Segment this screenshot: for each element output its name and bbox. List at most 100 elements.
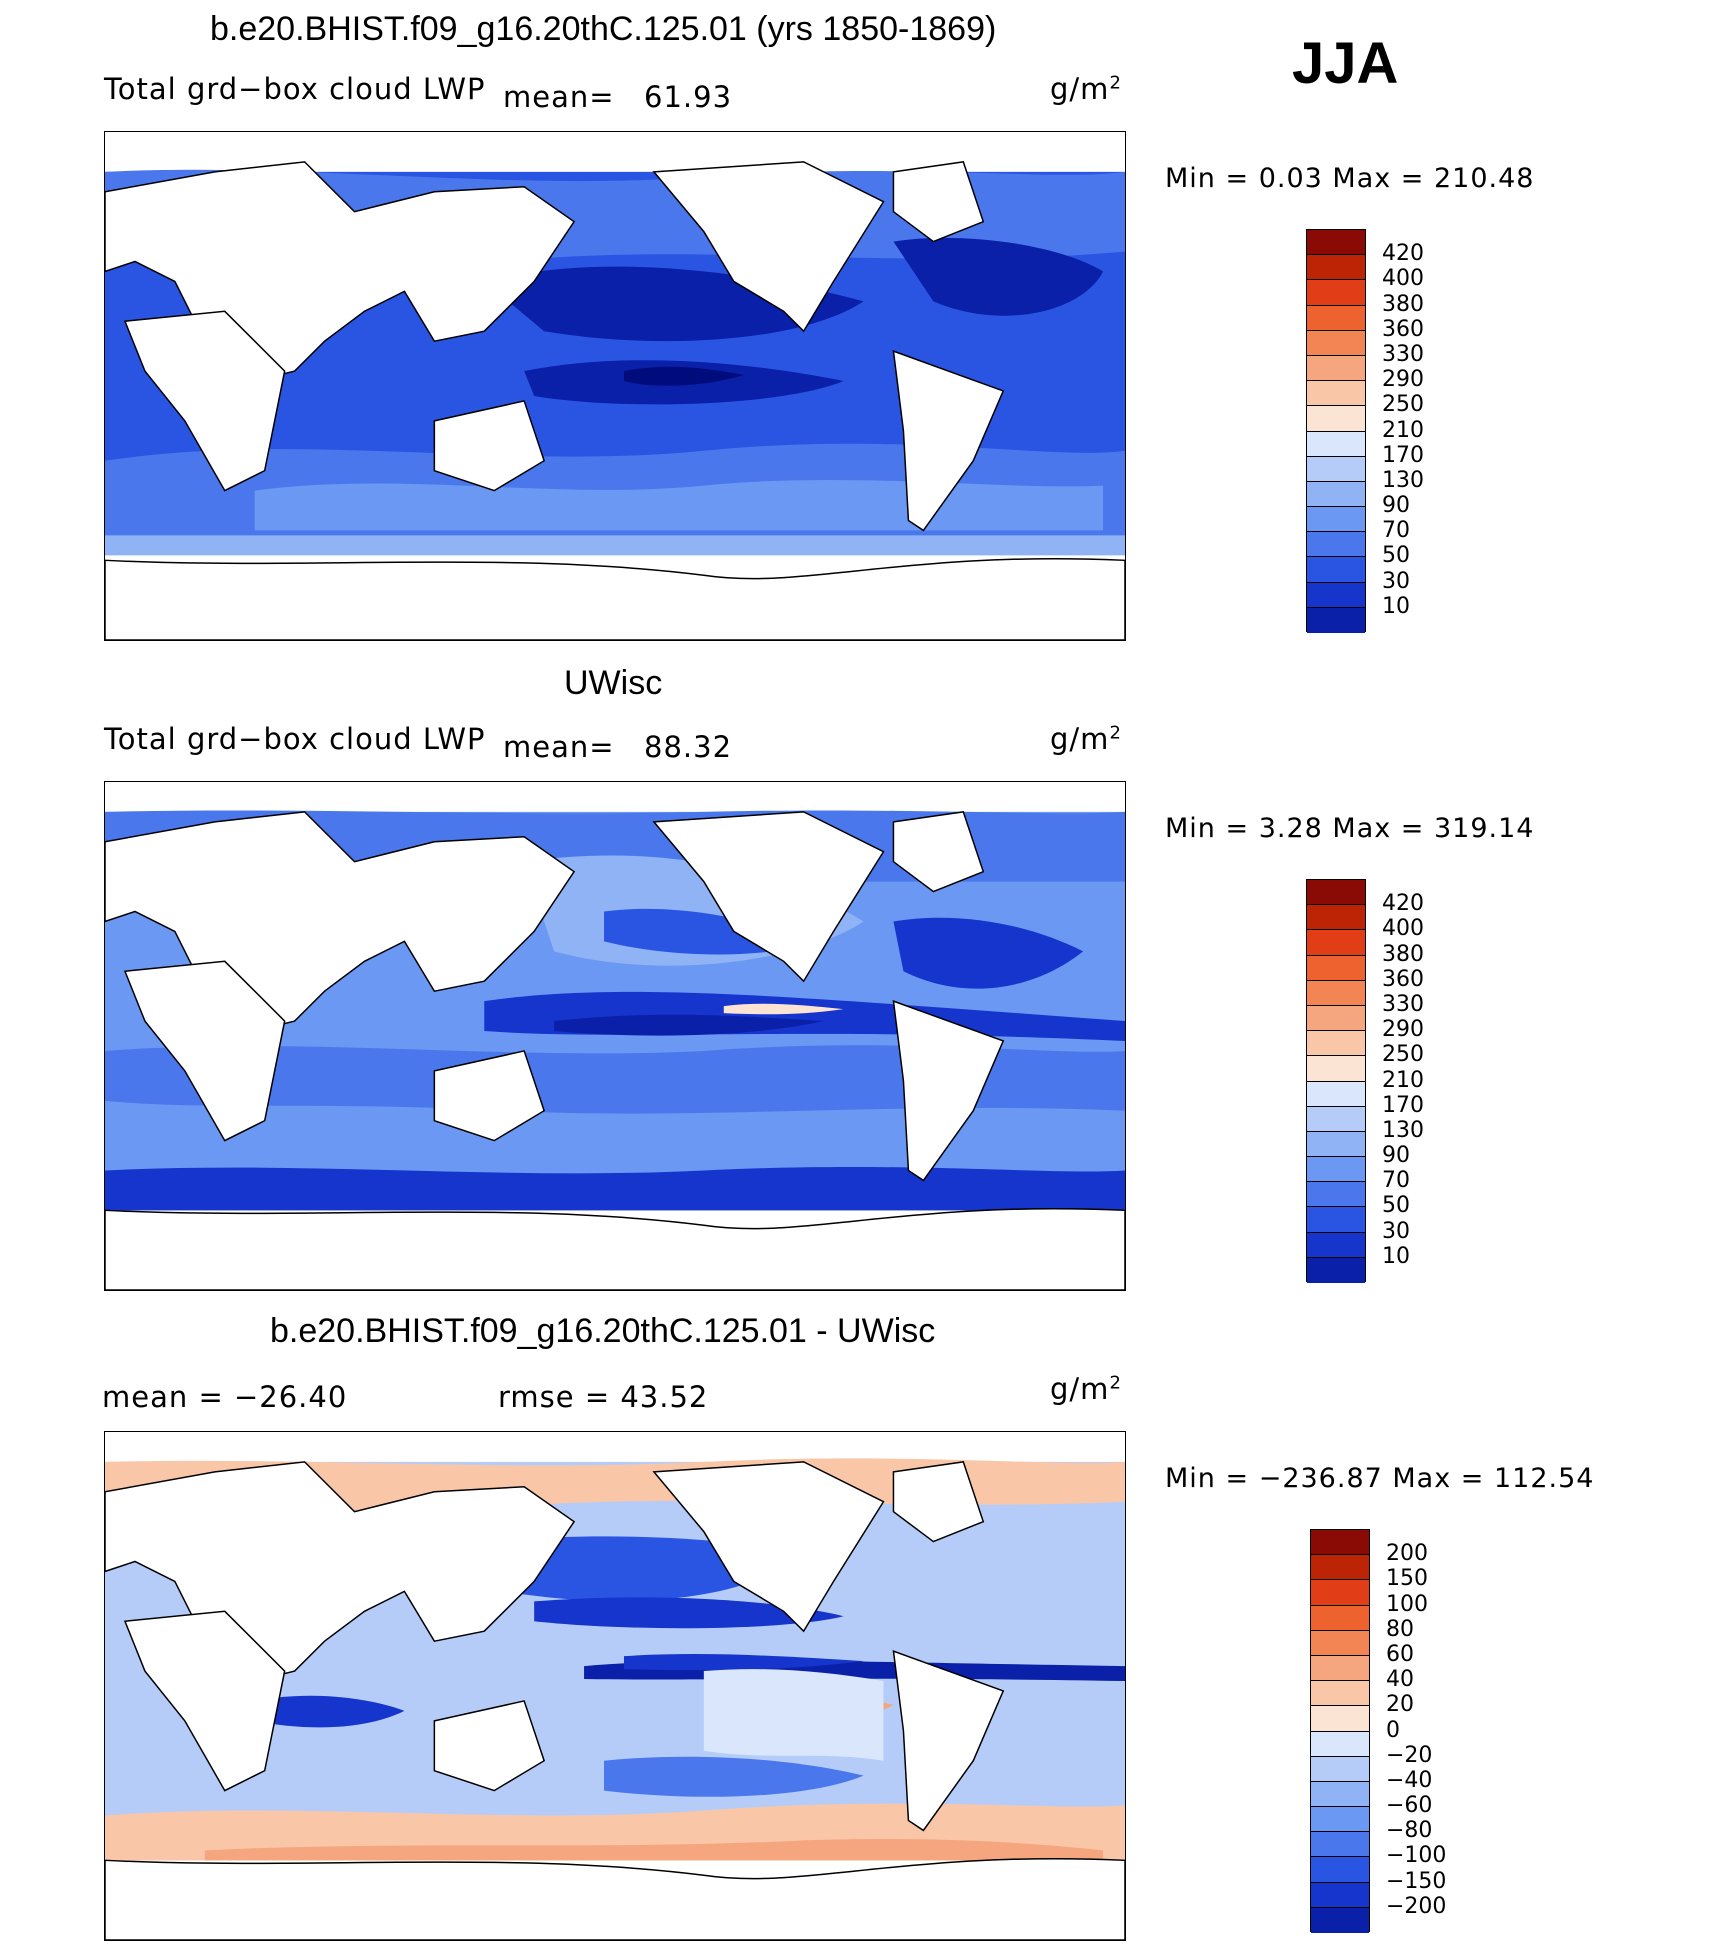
panel3-colorbar-tick: 40 xyxy=(1386,1667,1414,1693)
panel1-colorbar-tick: 290 xyxy=(1382,367,1424,393)
panel1-colorbar-tick: 420 xyxy=(1382,241,1424,267)
panel3-colorbar-tick: −200 xyxy=(1386,1893,1447,1919)
panel2-colorbar-tick: 330 xyxy=(1382,991,1424,1017)
panel2-colorbar-tick: 90 xyxy=(1382,1143,1410,1169)
panel2-colorbar-bin xyxy=(1307,1182,1365,1208)
panel2-colorbar-bin xyxy=(1307,930,1365,956)
panel2-colorbar-bin xyxy=(1307,1232,1365,1258)
panel1-colorbar-tick: 360 xyxy=(1382,316,1424,342)
panel3-colorbar-tick: −20 xyxy=(1386,1742,1433,1768)
panel1-colorbar-tick: 90 xyxy=(1382,493,1410,519)
panel1-colorbar-bin xyxy=(1307,582,1365,608)
panel2-variable: Total grd−box cloud LWP xyxy=(104,722,486,756)
panel1-colorbar-bin xyxy=(1307,255,1365,281)
panel2-colorbar-tick: 360 xyxy=(1382,966,1424,992)
panel1-minmax: Min = 0.03 Max = 210.48 xyxy=(1165,163,1535,194)
panel1-colorbar-bin xyxy=(1307,456,1365,482)
panel3-colorbar-tick: −150 xyxy=(1386,1868,1447,1894)
panel3-colorbar-bin xyxy=(1311,1907,1369,1933)
panel2-colorbar-bin xyxy=(1307,1031,1365,1057)
panel1-colorbar-tick: 250 xyxy=(1382,392,1424,418)
panel1-colorbar-tick: 400 xyxy=(1382,266,1424,292)
panel3-colorbar-tick: 200 xyxy=(1386,1541,1428,1567)
panel3-map xyxy=(104,1431,1126,1941)
panel2-colorbar-tick: 30 xyxy=(1382,1218,1410,1244)
panel3-minmax: Min = −236.87 Max = 112.54 xyxy=(1165,1463,1595,1494)
panel3-colorbar-bin xyxy=(1311,1706,1369,1732)
panel3-colorbar-bin xyxy=(1311,1756,1369,1782)
panel3-colorbar-tick: 100 xyxy=(1386,1591,1428,1617)
panel3-colorbar-tick: 80 xyxy=(1386,1616,1414,1642)
panel3-colorbar-bin xyxy=(1311,1807,1369,1833)
panel1-map xyxy=(104,131,1126,641)
panel2-colorbar-bin xyxy=(1307,1257,1365,1283)
panel2-units: g/m2 xyxy=(1050,722,1122,756)
panel2-colorbar-bin xyxy=(1307,1056,1365,1082)
panel3-colorbar-bin xyxy=(1311,1882,1369,1908)
season-label: JJA xyxy=(1292,31,1399,96)
panel1-colorbar-tick: 50 xyxy=(1382,543,1410,569)
panel2-colorbar-tick: 380 xyxy=(1382,941,1424,967)
panel3-rmse: rmse = 43.52 xyxy=(498,1380,709,1414)
panel2-colorbar-bin xyxy=(1307,1081,1365,1107)
panel1-variable: Total grd−box cloud LWP xyxy=(104,72,486,106)
panel3-colorbar-bin xyxy=(1311,1530,1369,1556)
panel2-mean-value: 88.32 xyxy=(644,730,733,764)
panel3-title: b.e20.BHIST.f09_g16.20thC.125.01 - UWisc xyxy=(270,1312,936,1350)
panel3-colorbar-tick: 60 xyxy=(1386,1641,1414,1667)
panel2-map xyxy=(104,781,1126,1291)
panel1-colorbar-tick: 380 xyxy=(1382,291,1424,317)
panel3-colorbar-tick: 20 xyxy=(1386,1692,1414,1718)
panel2-colorbar-bin xyxy=(1307,1157,1365,1183)
panel2-colorbar-bin xyxy=(1307,1106,1365,1132)
panel1-mean-label: mean= xyxy=(503,80,615,114)
panel2-colorbar-tick: 210 xyxy=(1382,1067,1424,1093)
panel1-colorbar-bin xyxy=(1307,355,1365,382)
panel1-colorbar-bin xyxy=(1307,532,1365,558)
panel1-colorbar-bin xyxy=(1307,381,1365,407)
panel2-colorbar-tick: 290 xyxy=(1382,1017,1424,1043)
panel1-colorbar-bin xyxy=(1307,230,1365,256)
panel2-colorbar-tick: 400 xyxy=(1382,916,1424,942)
panel2-colorbar-tick: 130 xyxy=(1382,1117,1424,1143)
panel2-colorbar-bin xyxy=(1307,880,1365,906)
panel3-colorbar-bin xyxy=(1311,1781,1369,1808)
panel3-colorbar-tick: −80 xyxy=(1386,1818,1433,1844)
panel3-colorbar-bin xyxy=(1311,1655,1369,1682)
panel1-colorbar-tick: 130 xyxy=(1382,467,1424,493)
panel1-colorbar-tick: 10 xyxy=(1382,593,1410,619)
panel1-colorbar-bin xyxy=(1307,431,1365,457)
panel1-colorbar-bin xyxy=(1307,607,1365,633)
panel3-colorbar-tick: −100 xyxy=(1386,1843,1447,1869)
panel3-colorbar-bin xyxy=(1311,1832,1369,1858)
panel3-colorbar-bin xyxy=(1311,1555,1369,1581)
panel1-colorbar-tick: 30 xyxy=(1382,568,1410,594)
panel2-minmax: Min = 3.28 Max = 319.14 xyxy=(1165,813,1535,844)
panel3-units: g/m2 xyxy=(1050,1372,1122,1406)
panel2-title: UWisc xyxy=(564,664,663,702)
panel2-colorbar-tick: 170 xyxy=(1382,1092,1424,1118)
panel2-colorbar-tick: 10 xyxy=(1382,1243,1410,1269)
panel1-colorbar-bin xyxy=(1307,481,1365,508)
panel1-colorbar-bin xyxy=(1307,305,1365,331)
panel2-colorbar-tick: 50 xyxy=(1382,1193,1410,1219)
panel2-colorbar-tick: 420 xyxy=(1382,891,1424,917)
panel2-colorbar-bin xyxy=(1307,1005,1365,1032)
panel3-mean: mean = −26.40 xyxy=(102,1380,348,1414)
panel2-colorbar-tick: 250 xyxy=(1382,1042,1424,1068)
panel2-colorbar xyxy=(1306,879,1366,1283)
panel2-colorbar-bin xyxy=(1307,1207,1365,1233)
panel1-colorbar-bin xyxy=(1307,280,1365,306)
panel3-colorbar-bin xyxy=(1311,1857,1369,1883)
panel1-colorbar-bin xyxy=(1307,406,1365,432)
panel1-mean-value: 61.93 xyxy=(644,80,733,114)
panel1-title: b.e20.BHIST.f09_g16.20thC.125.01 (yrs 18… xyxy=(210,10,997,48)
panel1-colorbar-bin xyxy=(1307,557,1365,583)
panel1-colorbar-tick: 170 xyxy=(1382,442,1424,468)
panel1-colorbar-tick: 210 xyxy=(1382,417,1424,443)
panel1-colorbar-tick: 70 xyxy=(1382,518,1410,544)
panel3-colorbar-bin xyxy=(1311,1630,1369,1656)
panel2-colorbar-bin xyxy=(1307,955,1365,981)
panel2-mean-label: mean= xyxy=(503,730,615,764)
panel3-colorbar-bin xyxy=(1311,1605,1369,1631)
